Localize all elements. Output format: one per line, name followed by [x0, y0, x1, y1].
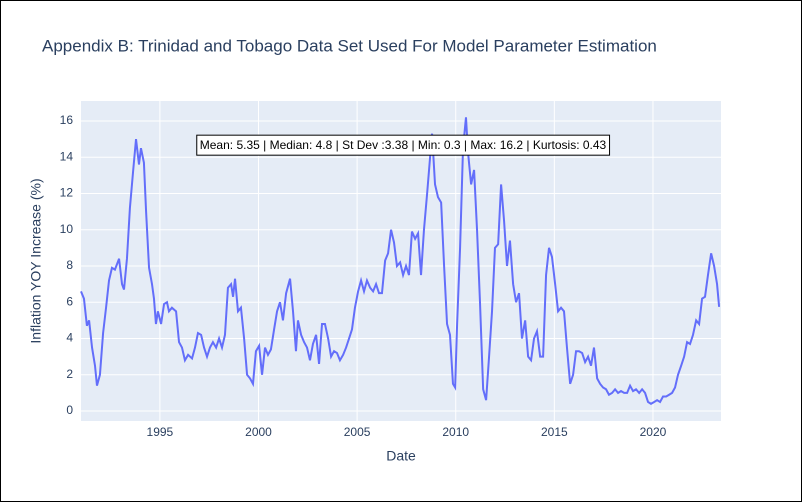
y-tick-label: 0 [66, 403, 73, 417]
chart-title: Appendix B: Trinidad and Tobago Data Set… [42, 36, 657, 55]
y-tick-label: 6 [66, 294, 73, 308]
y-tick-label: 16 [60, 113, 74, 127]
grid [81, 101, 721, 421]
x-tick-label: 2010 [442, 425, 469, 439]
annotation: Mean: 5.35 | Median: 4.8 | St Dev :3.38 … [200, 138, 607, 152]
x-axis-label: Date [386, 448, 416, 464]
marks [80, 117, 721, 405]
line-series [80, 117, 721, 405]
x-tick-label: 2015 [541, 425, 568, 439]
x-tick-label: 1995 [147, 425, 174, 439]
x-tick-label: 2000 [245, 425, 272, 439]
y-axis-label: Inflation YOY Increase (%) [28, 178, 44, 343]
x-tick-label: 2020 [640, 425, 667, 439]
y-tick-label: 10 [60, 222, 74, 236]
y-tick-label: 14 [60, 149, 74, 163]
y-tick-label: 8 [66, 258, 73, 272]
y-tick-label: 12 [60, 186, 74, 200]
annotation-box [196, 134, 611, 156]
y-tick-label: 4 [66, 331, 73, 345]
y-tick-label: 2 [66, 367, 73, 381]
x-tick-label: 2005 [344, 425, 371, 439]
